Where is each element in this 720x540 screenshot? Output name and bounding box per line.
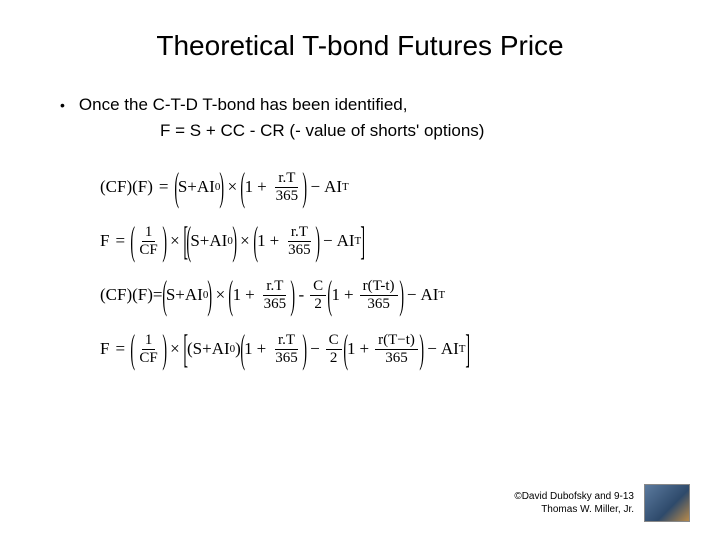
rbracket-icon: ] <box>361 221 366 261</box>
minus-icon: − <box>407 285 417 305</box>
eq4-one-b: 1 <box>347 339 356 359</box>
times-icon: × <box>216 285 226 305</box>
eq4-sai-group: (S+AI0) <box>187 339 241 359</box>
eq3-one: 1 <box>233 285 242 305</box>
lparen-icon: ( <box>240 329 245 369</box>
plus-icon: + <box>344 285 354 305</box>
eq1-one: 1 <box>245 177 254 197</box>
minus-icon: − <box>310 177 320 197</box>
rparen-icon: ) <box>208 275 213 315</box>
plus-icon: + <box>257 177 267 197</box>
times-icon: × <box>170 231 180 251</box>
bullet-main-text: Once the C-T-D T-bond has been identifie… <box>79 92 408 118</box>
slide-title: Theoretical T-bond Futures Price <box>40 30 680 62</box>
lparen-icon: ( <box>229 275 234 315</box>
lparen-icon: ( <box>186 221 191 261</box>
rparen-icon: ) <box>315 221 320 261</box>
eq1-frac-rt: r.T 365 <box>273 170 302 204</box>
lparen-icon: ( <box>130 221 135 261</box>
eq2-lhs: F <box>100 231 109 251</box>
minus-icon: − <box>427 339 437 359</box>
eq4-frac-rt: r.T 365 <box>272 332 301 366</box>
eq2-ait: AIT <box>337 231 362 251</box>
eq4-one: 1 <box>244 339 253 359</box>
bullet-main-row: • Once the C-T-D T-bond has been identif… <box>60 92 680 118</box>
lparen-icon: ( <box>253 221 258 261</box>
lparen-icon: ( <box>343 329 348 369</box>
lparen-icon: ( <box>162 275 167 315</box>
rparen-icon: ) <box>290 275 295 315</box>
eq3-one-b: 1 <box>332 285 341 305</box>
book-cover-icon <box>644 484 690 522</box>
eq3-frac-rtt: r(T-t) 365 <box>360 278 398 312</box>
rparen-icon: ) <box>419 329 424 369</box>
eq4-frac-cf: 1 CF <box>136 332 160 366</box>
eq-sign: = <box>115 339 125 359</box>
footer-line2: Thomas W. Miller, Jr. <box>514 503 634 516</box>
rparen-icon: ) <box>162 329 167 369</box>
plus-icon: + <box>245 285 255 305</box>
plus-icon: + <box>257 339 267 359</box>
rparen-icon: ) <box>220 167 225 207</box>
eq1-lhs: (CF)(F) <box>100 177 153 197</box>
eq1-ait: AIT <box>324 177 349 197</box>
minus-icon: - <box>298 285 304 305</box>
equation-2: F = ( 1 CF ) × [ ( S+AI0 ) × ( 1 + r.T 3… <box>100 217 680 265</box>
lparen-icon: ( <box>174 167 179 207</box>
rparen-icon: ) <box>399 275 404 315</box>
rparen-icon: ) <box>162 221 167 261</box>
plus-icon: + <box>360 339 370 359</box>
rparen-icon: ) <box>302 329 307 369</box>
eq3-ait: AIT <box>420 285 445 305</box>
bullet-dot-icon: • <box>60 95 65 116</box>
footer-line1: ©David Dubofsky and 9-13 <box>514 490 634 503</box>
plus-icon: + <box>270 231 280 251</box>
equation-4: F = ( 1 CF ) × [ (S+AI0) ( 1 + r.T 365 )… <box>100 325 680 373</box>
rparen-icon: ) <box>302 167 307 207</box>
eq4-ait: AIT <box>441 339 466 359</box>
lparen-icon: ( <box>328 275 333 315</box>
eq2-s-ai: S+AI0 <box>190 231 232 251</box>
eq3-lhs: (CF)(F) <box>100 285 153 305</box>
eq-sign: = <box>153 285 163 305</box>
minus-icon: − <box>323 231 333 251</box>
eq4-lhs: F <box>100 339 109 359</box>
bullet-block: • Once the C-T-D T-bond has been identif… <box>60 92 680 143</box>
lbracket-icon: [ <box>183 329 188 369</box>
minus-icon: − <box>310 339 320 359</box>
eq2-frac-cf: 1 CF <box>136 224 160 258</box>
eq1-s-ai: S+AI0 <box>178 177 220 197</box>
footer: ©David Dubofsky and 9-13 Thomas W. Mille… <box>514 484 690 522</box>
rparen-icon: ) <box>232 221 237 261</box>
slide: Theoretical T-bond Futures Price • Once … <box>0 0 720 540</box>
eq3-frac-c2: C 2 <box>310 278 326 312</box>
eq3-frac-rt: r.T 365 <box>261 278 290 312</box>
equation-3: (CF)(F) = ( S+AI0 ) × ( 1 + r.T 365 ) - … <box>100 271 680 319</box>
footer-text: ©David Dubofsky and 9-13 Thomas W. Mille… <box>514 490 634 516</box>
eq4-frac-rtt: r(T−t) 365 <box>375 332 418 366</box>
eq4-frac-c2: C 2 <box>326 332 342 366</box>
equations-block: (CF)(F) = ( S+AI0 ) × ( 1 + r.T 365 ) − … <box>100 163 680 373</box>
lparen-icon: ( <box>130 329 135 369</box>
equation-1: (CF)(F) = ( S+AI0 ) × ( 1 + r.T 365 ) − … <box>100 163 680 211</box>
rbracket-icon: ] <box>465 329 470 369</box>
times-icon: × <box>170 339 180 359</box>
eq-sign: = <box>115 231 125 251</box>
lparen-icon: ( <box>241 167 246 207</box>
times-icon: × <box>228 177 238 197</box>
eq3-s-ai: S+AI0 <box>166 285 208 305</box>
times-icon: × <box>240 231 250 251</box>
eq-sign: = <box>159 177 169 197</box>
bullet-sub-text: F = S + CC - CR (- value of shorts' opti… <box>160 118 680 144</box>
eq2-one: 1 <box>257 231 266 251</box>
eq2-frac-rt: r.T 365 <box>285 224 314 258</box>
